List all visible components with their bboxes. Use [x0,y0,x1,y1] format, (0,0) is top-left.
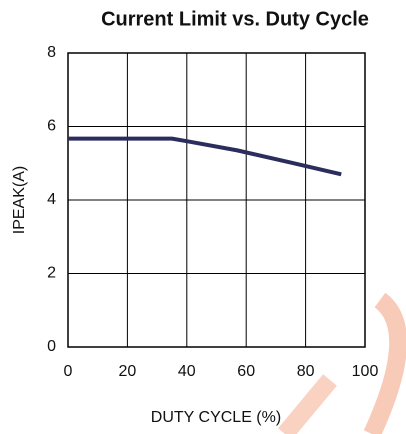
watermark [278,374,337,434]
x-tick-label: 80 [297,363,315,380]
y-tick-label: 0 [47,338,56,355]
x-tick-label: 100 [352,363,379,380]
x-tick-label: 40 [178,363,196,380]
watermark [363,292,406,434]
plot-border [67,52,366,348]
x-axis-label: DUTY CYCLE (%) [151,409,281,426]
y-tick-label: 2 [47,265,56,282]
data-line [68,136,342,177]
y-tick-label: 6 [47,118,56,135]
x-tick-label: 0 [64,363,73,380]
x-tick-label: 20 [119,363,137,380]
y-tick-label: 4 [47,191,56,208]
y-tick-label: 8 [47,44,56,61]
y-axis-label: IPEAK(A) [11,166,28,234]
x-tick-label: 60 [237,363,255,380]
chart-title: Current Limit vs. Duty Cycle [101,8,369,30]
